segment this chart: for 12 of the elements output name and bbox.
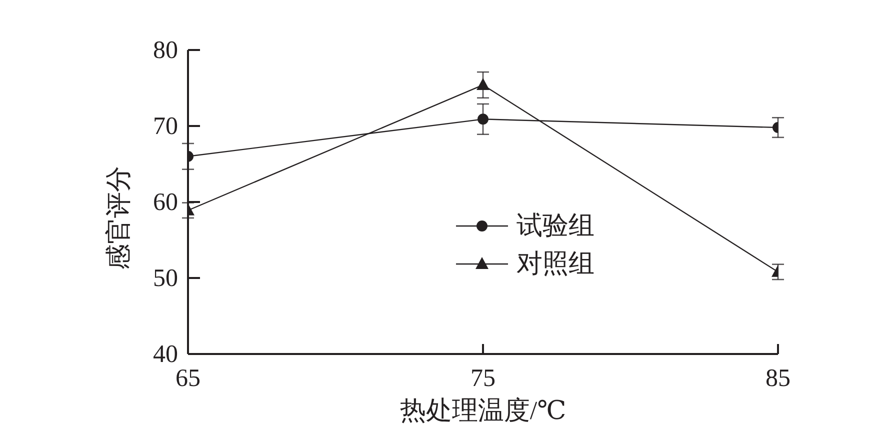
x-axis-title: 热处理温度/℃ bbox=[400, 396, 566, 424]
x-tick-label: 85 bbox=[766, 364, 790, 392]
y-tick-label: 50 bbox=[153, 264, 178, 292]
x-tick-label: 75 bbox=[470, 364, 496, 392]
y-tick-label: 60 bbox=[153, 188, 178, 216]
y-tick-label: 40 bbox=[153, 340, 178, 368]
y-tick-label: 70 bbox=[153, 112, 178, 140]
legend-label: 对照组 bbox=[516, 249, 594, 280]
legend-label: 试验组 bbox=[516, 211, 594, 242]
y-axis-title: 感官评分 bbox=[104, 166, 132, 270]
x-tick-label: 65 bbox=[176, 364, 200, 392]
y-tick-label: 80 bbox=[153, 36, 178, 64]
